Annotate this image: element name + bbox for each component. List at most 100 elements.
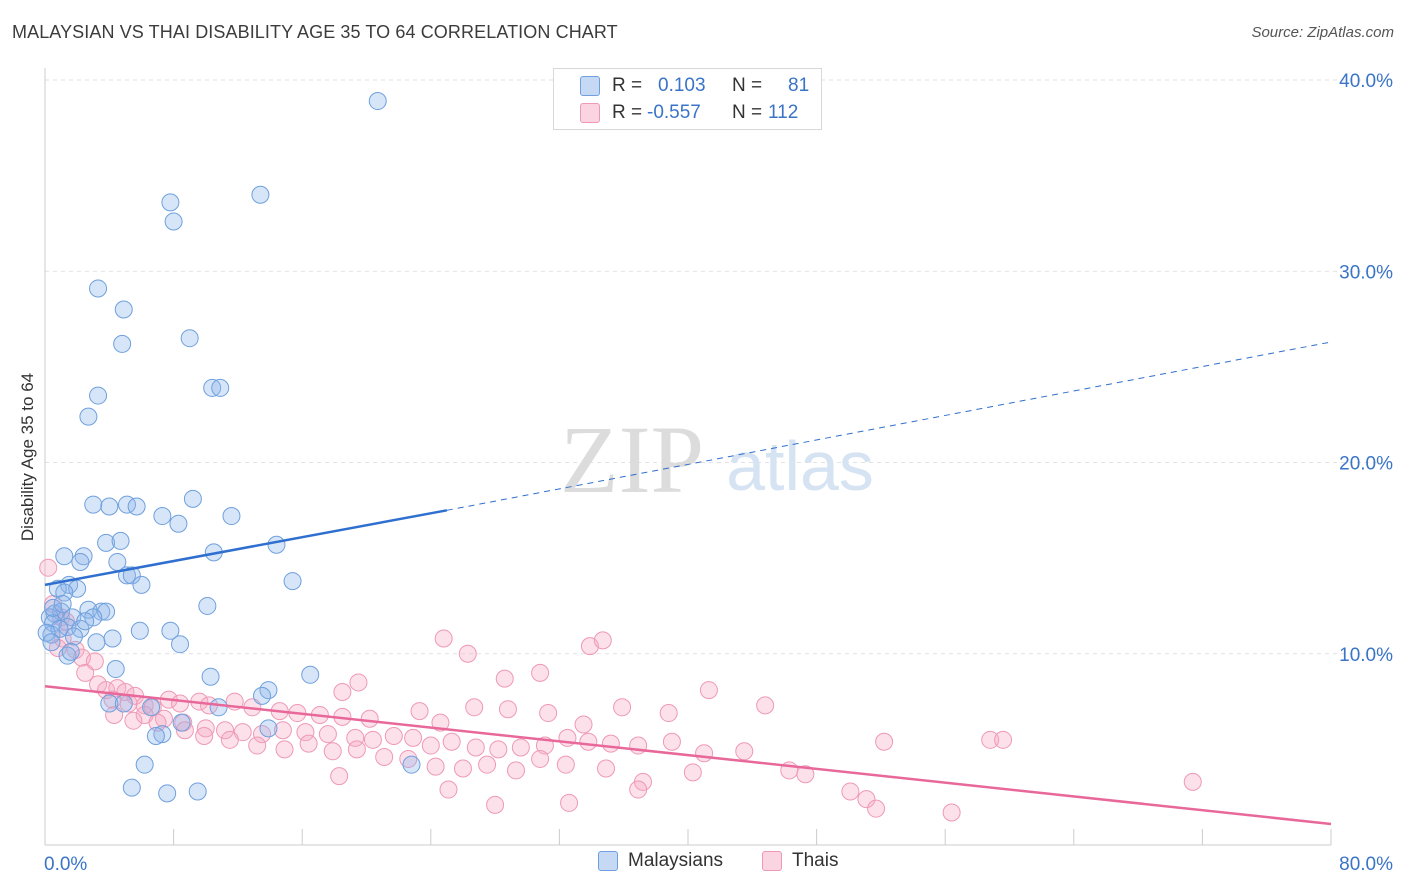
thai-point: [601, 734, 620, 753]
thai-point: [857, 790, 876, 809]
thai-point: [347, 740, 366, 759]
thai-point: [296, 723, 315, 742]
stats-n-value: 112: [768, 102, 799, 123]
malaysian-point: [368, 92, 387, 111]
thai-point: [466, 738, 485, 757]
legend-item-malaysians[interactable]: Malaysians: [598, 850, 723, 872]
malaysian-point: [161, 621, 180, 640]
stats-swatch-malaysians: [580, 76, 600, 96]
thai-point: [539, 704, 558, 723]
thai-point: [171, 694, 190, 713]
thai-point: [683, 763, 702, 782]
points-layer: [37, 92, 1202, 822]
thai-point: [994, 730, 1013, 749]
malaysian-point: [153, 507, 172, 526]
stats-n-label: N =: [732, 102, 763, 123]
thai-point: [465, 698, 484, 717]
malaysian-point: [76, 612, 95, 631]
thai-point: [363, 730, 382, 749]
thai-point: [531, 663, 550, 682]
thai-point: [735, 742, 754, 761]
malaysian-point: [89, 279, 108, 298]
y-tick-label: 30.0%: [1339, 262, 1393, 283]
thai-point: [981, 730, 1000, 749]
stats-n-label: N =: [732, 75, 763, 96]
thai-point: [756, 696, 775, 715]
thai-point: [360, 709, 379, 728]
thai-trend-line: [44, 685, 1332, 826]
malaysian-point: [253, 686, 272, 705]
malaysian-point: [100, 497, 119, 516]
axis-layer: [44, 68, 1332, 846]
malaysian-point: [180, 329, 199, 348]
legend-label-thais: Thais: [792, 850, 839, 871]
thai-point: [53, 629, 72, 648]
malaysian-point: [164, 212, 183, 231]
malaysian-point: [153, 725, 172, 744]
stats-box: R = 0.103 N = 81 R = -0.557 N = 112: [553, 68, 822, 130]
stats-n-value: 81: [788, 75, 810, 96]
thai-point: [942, 803, 961, 822]
malaysian-point: [111, 531, 130, 550]
malaysian-point: [84, 495, 103, 514]
malaysian-point: [113, 334, 132, 353]
thai-point: [39, 558, 58, 577]
thai-point: [841, 782, 860, 801]
stats-r-label: R =: [612, 102, 643, 123]
malaysian-point: [132, 575, 151, 594]
stats-row-malaysians: R = 0.103 N = 81: [554, 73, 823, 99]
malaysian-point: [198, 596, 217, 615]
thai-point: [659, 704, 678, 723]
thai-point: [195, 726, 214, 745]
thai-point: [613, 698, 632, 717]
malaysian-point: [89, 386, 108, 405]
malaysian-point: [127, 497, 146, 516]
watermark-zip: ZIP: [560, 406, 704, 513]
thai-point: [434, 629, 453, 648]
malaysian-point: [114, 300, 133, 319]
y-tick-label: 10.0%: [1339, 645, 1393, 666]
malaysian-point: [122, 566, 141, 585]
thai-point: [597, 759, 616, 778]
thai-point: [495, 669, 514, 688]
thai-point: [498, 700, 517, 719]
malaysian-point: [161, 193, 180, 212]
malaysian-point: [146, 726, 165, 745]
thai-point: [275, 740, 294, 759]
malaysian-point: [97, 533, 116, 552]
malaysian-point: [79, 407, 98, 426]
thai-point: [216, 721, 235, 740]
malaysian-point: [106, 660, 125, 679]
thai-point: [426, 757, 445, 776]
stats-r-value: 0.103: [658, 75, 706, 96]
malaysian-point: [188, 782, 207, 801]
malaysian-point: [100, 694, 119, 713]
legend-item-thais[interactable]: Thais: [762, 850, 838, 872]
malaysian-point: [130, 621, 149, 640]
watermark-atlas: atlas: [726, 427, 874, 505]
source-label: Source: ZipAtlas.com: [1251, 24, 1394, 41]
thai-point: [439, 780, 458, 799]
stats-row-thais: R = -0.557 N = 112: [554, 100, 823, 126]
malaysian-point: [55, 583, 74, 602]
malaysian-point: [301, 665, 320, 684]
legend-swatch-malaysians: [598, 851, 618, 871]
thai-point: [148, 713, 167, 732]
x-tick-label: 0.0%: [44, 854, 87, 875]
malaysian-point: [158, 784, 177, 803]
malaysian-point: [251, 185, 270, 204]
malaysian-trend-extension: [446, 341, 1332, 511]
stats-r-label: R =: [612, 75, 643, 96]
trend-layer: [44, 341, 1332, 826]
malaysian-point: [37, 623, 56, 642]
thai-point: [299, 734, 318, 753]
malaysian-point: [169, 514, 188, 533]
thai-point: [453, 759, 472, 778]
malaysian-point: [122, 778, 141, 797]
thai-point: [273, 721, 292, 740]
thai-point: [375, 748, 394, 767]
thai-point: [506, 761, 525, 780]
thai-point: [384, 726, 403, 745]
malaysian-trend-line: [44, 509, 448, 587]
